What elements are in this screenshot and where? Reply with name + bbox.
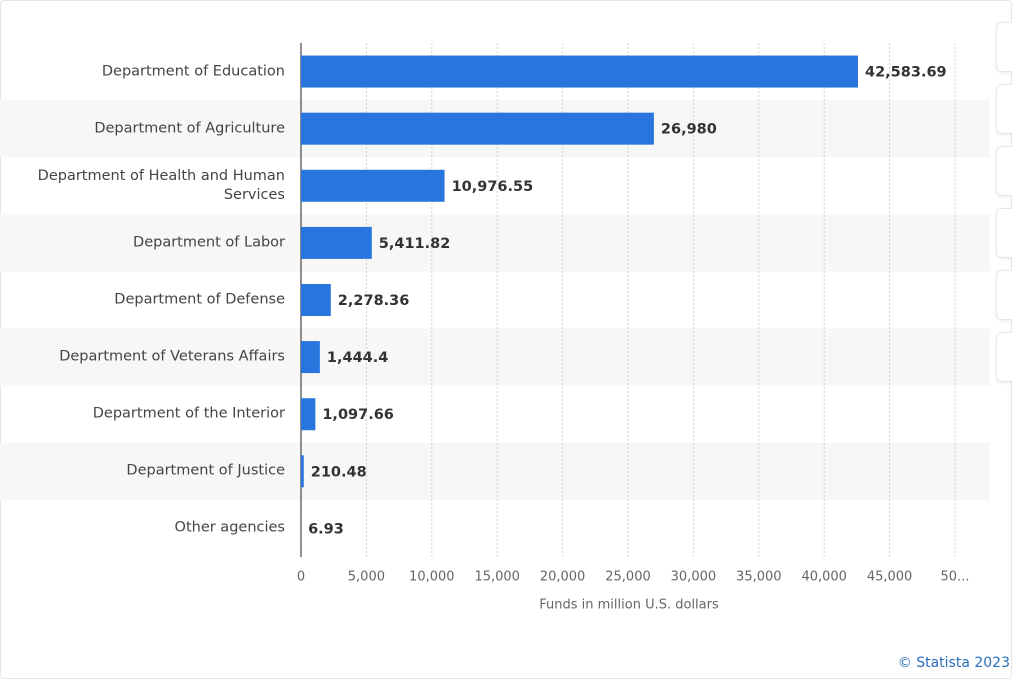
value-label: 210.48 — [311, 464, 367, 480]
tool-button[interactable] — [996, 22, 1012, 72]
x-tick-label: 35,000 — [736, 570, 782, 585]
tool-button[interactable] — [996, 208, 1012, 258]
x-tick-label: 30,000 — [671, 570, 717, 585]
category-label: Other agencies — [174, 519, 285, 536]
x-tick-label: 25,000 — [605, 570, 651, 585]
x-tick-label: 50... — [941, 570, 970, 585]
bar — [301, 112, 654, 145]
value-label: 42,583.69 — [865, 65, 947, 81]
category-label: Department of Labor — [133, 234, 285, 251]
bar — [301, 455, 304, 488]
tool-button[interactable] — [996, 270, 1012, 320]
category-label: Department of Education — [101, 63, 285, 80]
value-label: 2,278.36 — [338, 293, 410, 309]
row-stripe — [0, 442, 990, 500]
row-stripe — [0, 214, 990, 272]
x-tick-label: 45,000 — [867, 570, 913, 585]
x-tick-label: 10,000 — [409, 570, 455, 585]
category-label: Department of Defense — [114, 291, 285, 308]
x-tick-label: 20,000 — [540, 570, 586, 585]
source[interactable]: © Statista 2023 — [897, 655, 1010, 671]
bar — [301, 341, 320, 374]
tool-button[interactable] — [996, 84, 1012, 134]
bar — [301, 226, 372, 259]
category-label: Department of Veterans Affairs — [59, 348, 285, 365]
category-label: Department of Health and Human Services — [37, 167, 285, 203]
value-label: 5,411.82 — [379, 236, 451, 252]
x-tick-label: 5,000 — [348, 570, 385, 585]
x-axis-title: Funds in million U.S. dollars — [539, 598, 719, 613]
x-tick-label: 15,000 — [474, 570, 520, 585]
value-label: 1,097.66 — [322, 407, 394, 423]
category-label: Department of the Interior — [92, 405, 285, 422]
row-stripe — [0, 328, 990, 386]
bar — [301, 55, 858, 88]
bar — [301, 169, 445, 202]
value-label: 1,444.4 — [327, 350, 388, 366]
x-tick-label: 40,000 — [801, 570, 847, 585]
category-label: Department of Agriculture — [94, 120, 285, 137]
tool-button[interactable] — [996, 332, 1012, 382]
value-label: 6.93 — [308, 521, 344, 537]
value-label: 26,980 — [661, 122, 717, 138]
category-label: Department of Justice — [126, 462, 285, 479]
x-tick-label: 0 — [297, 570, 305, 585]
tool-button[interactable] — [996, 146, 1012, 196]
bar — [301, 398, 316, 431]
value-label: 10,976.55 — [452, 179, 534, 195]
bar — [301, 284, 331, 316]
